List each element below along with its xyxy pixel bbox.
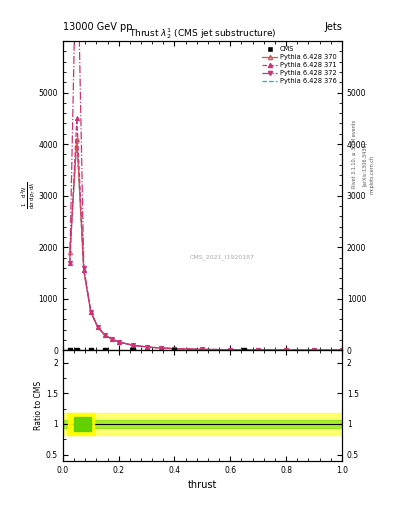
Pythia 6.428 370 xyxy=(158,345,163,351)
Pythia 6.428 372 xyxy=(109,336,114,342)
Pythia 6.428 370 xyxy=(256,347,261,353)
Pythia 6.428 371 xyxy=(200,346,205,352)
Pythia 6.428 370 xyxy=(102,332,107,338)
Bar xyxy=(63,413,342,435)
Pythia 6.428 370 xyxy=(312,347,316,353)
CMS xyxy=(67,346,73,354)
Pythia 6.428 372 xyxy=(102,332,107,338)
Pythia 6.428 372 xyxy=(158,345,163,351)
Pythia 6.428 371 xyxy=(75,115,79,121)
Pythia 6.428 376 xyxy=(109,336,114,342)
Pythia 6.428 376 xyxy=(256,347,261,353)
Pythia 6.428 376 xyxy=(116,339,121,345)
Pythia 6.428 371 xyxy=(228,347,233,353)
Pythia 6.428 371 xyxy=(95,324,100,330)
Pythia 6.428 372 xyxy=(172,346,177,352)
Pythia 6.428 376 xyxy=(88,309,93,315)
Line: Pythia 6.428 370: Pythia 6.428 370 xyxy=(68,137,344,352)
Pythia 6.428 376 xyxy=(228,347,233,353)
Pythia 6.428 370 xyxy=(172,346,177,352)
Pythia 6.428 370 xyxy=(228,347,233,353)
Pythia 6.428 376 xyxy=(144,344,149,350)
Pythia 6.428 371 xyxy=(130,342,135,348)
Pythia 6.428 371 xyxy=(284,347,288,353)
Text: Rivet 3.1.10, ≥ 3.1M events: Rivet 3.1.10, ≥ 3.1M events xyxy=(352,119,357,188)
Pythia 6.428 371 xyxy=(102,332,107,338)
Text: [arXiv:1306.3436]: [arXiv:1306.3436] xyxy=(362,142,367,186)
Pythia 6.428 370 xyxy=(81,267,86,273)
Pythia 6.428 376 xyxy=(75,136,79,142)
Text: CMS_2021_I1920187: CMS_2021_I1920187 xyxy=(189,254,254,261)
Pythia 6.428 370 xyxy=(130,342,135,348)
Line: Pythia 6.428 376: Pythia 6.428 376 xyxy=(70,139,342,350)
Pythia 6.428 370 xyxy=(144,344,149,350)
Pythia 6.428 371 xyxy=(172,346,177,352)
Pythia 6.428 372 xyxy=(200,346,205,352)
CMS xyxy=(241,346,248,354)
Pythia 6.428 376 xyxy=(95,324,100,330)
CMS xyxy=(74,346,80,354)
Pythia 6.428 372 xyxy=(256,347,261,353)
Legend: CMS, Pythia 6.428 370, Pythia 6.428 371, Pythia 6.428 372, Pythia 6.428 376: CMS, Pythia 6.428 370, Pythia 6.428 371,… xyxy=(261,45,339,87)
Pythia 6.428 371 xyxy=(109,336,114,342)
Pythia 6.428 372 xyxy=(130,342,135,348)
Pythia 6.428 371 xyxy=(340,347,344,353)
Pythia 6.428 371 xyxy=(116,339,121,345)
Pythia 6.428 372 xyxy=(116,339,121,345)
Pythia 6.428 370 xyxy=(95,324,100,330)
CMS xyxy=(130,346,136,354)
Pythia 6.428 370 xyxy=(75,136,79,142)
Y-axis label: Ratio to CMS: Ratio to CMS xyxy=(34,381,43,430)
Line: Pythia 6.428 371: Pythia 6.428 371 xyxy=(68,116,344,352)
Bar xyxy=(74,417,91,431)
Pythia 6.428 376 xyxy=(81,267,86,273)
Pythia 6.428 372 xyxy=(81,265,86,271)
Pythia 6.428 372 xyxy=(312,347,316,353)
Pythia 6.428 370 xyxy=(340,347,344,353)
Pythia 6.428 372 xyxy=(144,344,149,350)
Pythia 6.428 372 xyxy=(95,324,100,330)
Pythia 6.428 372 xyxy=(284,347,288,353)
Title: Thrust $\lambda_2^1$ (CMS jet substructure): Thrust $\lambda_2^1$ (CMS jet substructu… xyxy=(129,26,276,41)
Pythia 6.428 371 xyxy=(68,260,72,266)
Pythia 6.428 371 xyxy=(88,309,93,315)
Bar xyxy=(63,420,342,428)
Pythia 6.428 371 xyxy=(312,347,316,353)
Pythia 6.428 370 xyxy=(284,347,288,353)
Pythia 6.428 376 xyxy=(68,249,72,255)
Pythia 6.428 376 xyxy=(172,346,177,352)
Pythia 6.428 370 xyxy=(88,309,93,315)
CMS xyxy=(171,346,178,354)
Pythia 6.428 372 xyxy=(68,260,72,266)
Pythia 6.428 376 xyxy=(102,332,107,338)
Text: 13000 GeV pp: 13000 GeV pp xyxy=(63,22,132,32)
Pythia 6.428 372 xyxy=(88,309,93,315)
Pythia 6.428 371 xyxy=(144,344,149,350)
Pythia 6.428 371 xyxy=(256,347,261,353)
Pythia 6.428 370 xyxy=(109,336,114,342)
Text: mcplots.cern.ch: mcplots.cern.ch xyxy=(369,155,375,194)
Pythia 6.428 372 xyxy=(340,347,344,353)
X-axis label: thrust: thrust xyxy=(188,480,217,490)
Pythia 6.428 372 xyxy=(228,347,233,353)
Pythia 6.428 376 xyxy=(130,342,135,348)
CMS xyxy=(101,346,108,354)
Pythia 6.428 371 xyxy=(158,345,163,351)
Pythia 6.428 376 xyxy=(158,345,163,351)
Pythia 6.428 370 xyxy=(68,249,72,255)
Bar xyxy=(68,413,94,435)
Text: Jets: Jets xyxy=(324,22,342,32)
Pythia 6.428 370 xyxy=(116,339,121,345)
Y-axis label: $\frac{1}{\mathrm{d}\sigma}\,\frac{\mathrm{d}^2N}{\mathrm{d}p_T\,\mathrm{d}\lamb: $\frac{1}{\mathrm{d}\sigma}\,\frac{\math… xyxy=(19,182,37,209)
Pythia 6.428 370 xyxy=(200,346,205,352)
Pythia 6.428 376 xyxy=(340,347,344,353)
Pythia 6.428 376 xyxy=(312,347,316,353)
Pythia 6.428 376 xyxy=(284,347,288,353)
Pythia 6.428 376 xyxy=(200,346,205,352)
Pythia 6.428 371 xyxy=(81,267,86,273)
Line: Pythia 6.428 372: Pythia 6.428 372 xyxy=(68,0,344,352)
CMS xyxy=(88,346,94,354)
